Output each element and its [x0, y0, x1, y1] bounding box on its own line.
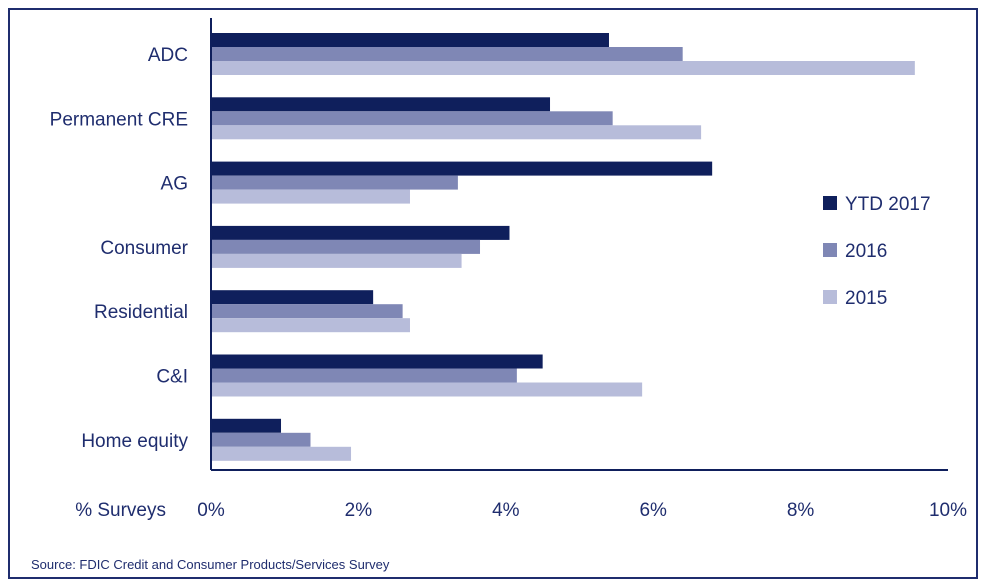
x-tick-label: 4%	[492, 500, 520, 521]
category-label: Consumer	[100, 238, 188, 259]
bar-adc-2016	[211, 47, 683, 61]
bar-ag-2016	[211, 175, 458, 190]
category-label: AG	[161, 174, 188, 195]
bar-ag-ytd-2017	[211, 161, 713, 176]
bar-consumer-ytd-2017	[211, 225, 510, 240]
x-tick-label: 8%	[787, 500, 815, 521]
x-axis-label: % Surveys	[75, 500, 166, 521]
category-label: Residential	[94, 302, 188, 323]
legend-label: YTD 2017	[845, 194, 931, 215]
bar-c-i-ytd-2017	[211, 354, 543, 369]
legend-label: 2016	[845, 241, 887, 262]
bar-c-i-2015	[211, 382, 643, 397]
bar-ag-2015	[211, 189, 410, 204]
category-label: C&I	[156, 367, 188, 388]
bar-adc-ytd-2017	[211, 33, 609, 47]
x-tick-labels: 0% 2% 4% 6% 8% 10%	[197, 500, 967, 521]
bar-permanent-cre-2015	[211, 125, 702, 140]
legend: YTD 2017 2016 2015	[823, 194, 931, 309]
bar-c-i-2016	[211, 368, 517, 383]
bar-consumer-2015	[211, 253, 462, 268]
category-label: Home equity	[81, 431, 188, 452]
category-label: Permanent CRE	[50, 109, 188, 130]
legend-swatch	[823, 243, 837, 257]
source-note: Source: FDIC Credit and Consumer Product…	[31, 557, 390, 572]
x-tick-label: 10%	[929, 500, 967, 521]
bar-permanent-cre-2016	[211, 111, 613, 126]
bar-residential-ytd-2017	[211, 290, 374, 305]
bar-consumer-2016	[211, 239, 481, 254]
bar-home-equity-ytd-2017	[211, 418, 282, 433]
x-tick-label: 2%	[345, 500, 373, 521]
bar-home-equity-2016	[211, 432, 311, 447]
bars-group	[211, 33, 915, 461]
x-tick-label: 6%	[639, 500, 667, 521]
x-tick-label: 0%	[197, 500, 225, 521]
bar-home-equity-2015	[211, 446, 352, 461]
legend-swatch	[823, 290, 837, 304]
category-labels: ADC Permanent CRE AG Consumer Residential C&I…	[50, 45, 189, 452]
legend-swatch	[823, 196, 837, 210]
category-label: ADC	[148, 45, 188, 66]
legend-label: 2015	[845, 288, 887, 309]
bar-residential-2016	[211, 304, 403, 319]
bar-residential-2015	[211, 318, 410, 333]
bar-permanent-cre-ytd-2017	[211, 97, 551, 112]
bar-adc-2015	[211, 61, 915, 75]
